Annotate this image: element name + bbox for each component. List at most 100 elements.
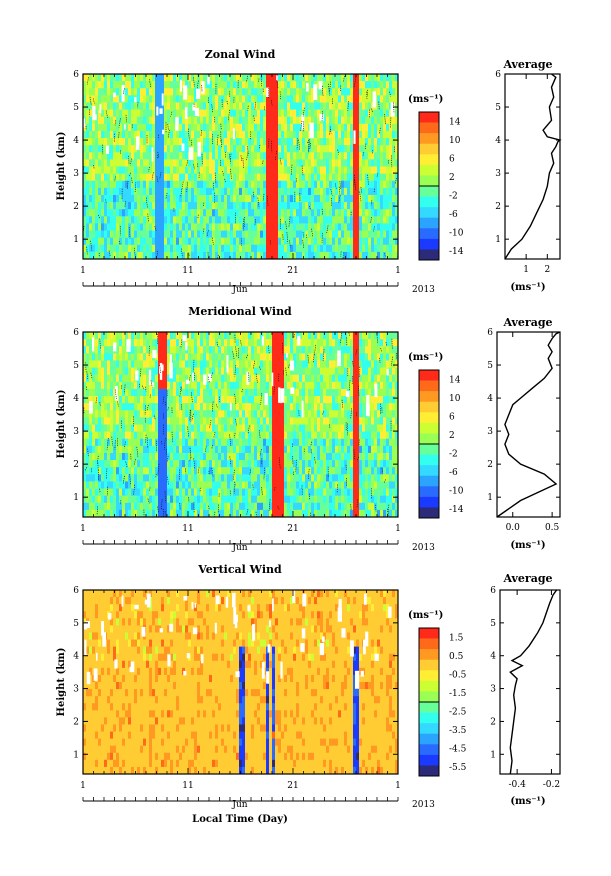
heatmap-cell [353, 251, 357, 259]
heatmap-cell [221, 230, 225, 239]
heatmap-cell [119, 244, 123, 253]
heatmap-cell [233, 417, 237, 425]
heatmap-cell [116, 360, 120, 368]
heatmap-cell [149, 251, 153, 259]
heatmap-cell [377, 244, 381, 253]
heatmap-cell [197, 173, 201, 182]
heatmap-cell [113, 216, 117, 224]
heatmap-cell [140, 495, 144, 504]
heatmap-cell [212, 216, 216, 224]
heatmap-cell [347, 130, 351, 139]
heatmap-cell [230, 173, 234, 182]
heatmap-cell [95, 339, 99, 347]
heatmap-cell [89, 109, 93, 118]
heatmap-cell [188, 403, 192, 411]
heatmap-cell [212, 403, 216, 411]
heatmap-cell [113, 509, 117, 517]
colorbar-swatch [419, 133, 439, 145]
heatmap-cell [335, 166, 339, 175]
heatmap-cell [170, 109, 174, 118]
heatmap-cell [107, 346, 111, 354]
heatmap-cell [104, 381, 108, 390]
heatmap-cell [377, 88, 381, 96]
heatmap-cell [356, 244, 360, 253]
heatmap-cell [143, 130, 147, 139]
heatmap-cell [266, 130, 270, 139]
heatmap-cell [209, 244, 213, 253]
heatmap-cell [176, 251, 180, 259]
heatmap-cell [362, 102, 366, 110]
heatmap-cell [212, 102, 216, 110]
heatmap-cell [92, 194, 96, 203]
heatmap-cell [359, 95, 363, 103]
heatmap-cell [287, 159, 291, 167]
heatmap-cell [392, 74, 396, 82]
heatmap-cell [377, 74, 381, 82]
heatmap-cell [266, 367, 270, 376]
heatmap-cell [269, 166, 273, 175]
heatmap-cell [287, 244, 291, 253]
heatmap-cell [257, 410, 261, 418]
heatmap-cell [101, 396, 105, 404]
heatmap-cell [239, 123, 243, 132]
heatmap-cell [260, 180, 264, 189]
heatmap-cell [233, 495, 237, 504]
heatmap-cell [86, 396, 90, 404]
heatmap-cell [227, 367, 231, 376]
heatmap-cell [347, 81, 351, 89]
heatmap-cell [134, 194, 138, 203]
heatmap-cell [113, 353, 117, 361]
missing-data-gap [390, 102, 395, 117]
heatmap-cell [239, 360, 243, 368]
heatmap-cell [125, 244, 129, 253]
missing-data-gap [184, 107, 188, 119]
contour-line [367, 174, 369, 186]
heatmap-cell [197, 180, 201, 189]
heatmap-cell [86, 244, 90, 253]
heatmap-cell [377, 223, 381, 231]
heatmap-cell [140, 223, 144, 231]
heatmap-cell [341, 251, 345, 259]
heatmap-cell [134, 339, 138, 347]
heatmap-cell [119, 251, 123, 259]
heatmap-cell [116, 209, 120, 217]
heatmap-cell [137, 81, 141, 89]
heatmap-cell [257, 152, 261, 160]
heatmap-cell [254, 145, 258, 153]
heatmap-cell [197, 502, 201, 511]
heatmap-cell [311, 74, 315, 82]
heatmap-cell [389, 130, 393, 139]
heatmap-cell [236, 173, 240, 182]
heatmap-cell [299, 251, 303, 259]
heatmap-cell [296, 130, 300, 139]
heatmap-cell [179, 367, 183, 376]
heatmap-cell [242, 74, 246, 82]
heatmap-cell [278, 102, 282, 110]
heatmap-cell [197, 396, 201, 404]
heatmap-cell [176, 74, 180, 82]
heatmap-cell [86, 194, 90, 203]
heatmap-cell [131, 123, 135, 132]
heatmap-cell [281, 502, 285, 511]
heatmap-cell [191, 381, 195, 390]
heatmap-cell [284, 102, 288, 110]
zonal-average-xlabel: (ms⁻¹) [510, 282, 545, 293]
heatmap-cell [209, 123, 213, 132]
heatmap-cell [215, 346, 219, 354]
heatmap-cell [170, 209, 174, 217]
heatmap-cell [290, 194, 294, 203]
heatmap-cell [128, 187, 132, 196]
heatmap-cell [230, 130, 234, 139]
heatmap-cell [275, 187, 279, 196]
heatmap-cell [140, 424, 144, 433]
heatmap-cell [98, 417, 102, 425]
heatmap-cell [218, 173, 222, 182]
heatmap-cell [140, 388, 144, 397]
heatmap-cell [113, 102, 117, 110]
heatmap-cell [107, 452, 111, 461]
heatmap-cell [110, 445, 114, 454]
heatmap-cell [122, 346, 126, 354]
heatmap-cell [224, 367, 228, 376]
heatmap-cell [365, 216, 369, 224]
heatmap-cell [191, 109, 195, 118]
